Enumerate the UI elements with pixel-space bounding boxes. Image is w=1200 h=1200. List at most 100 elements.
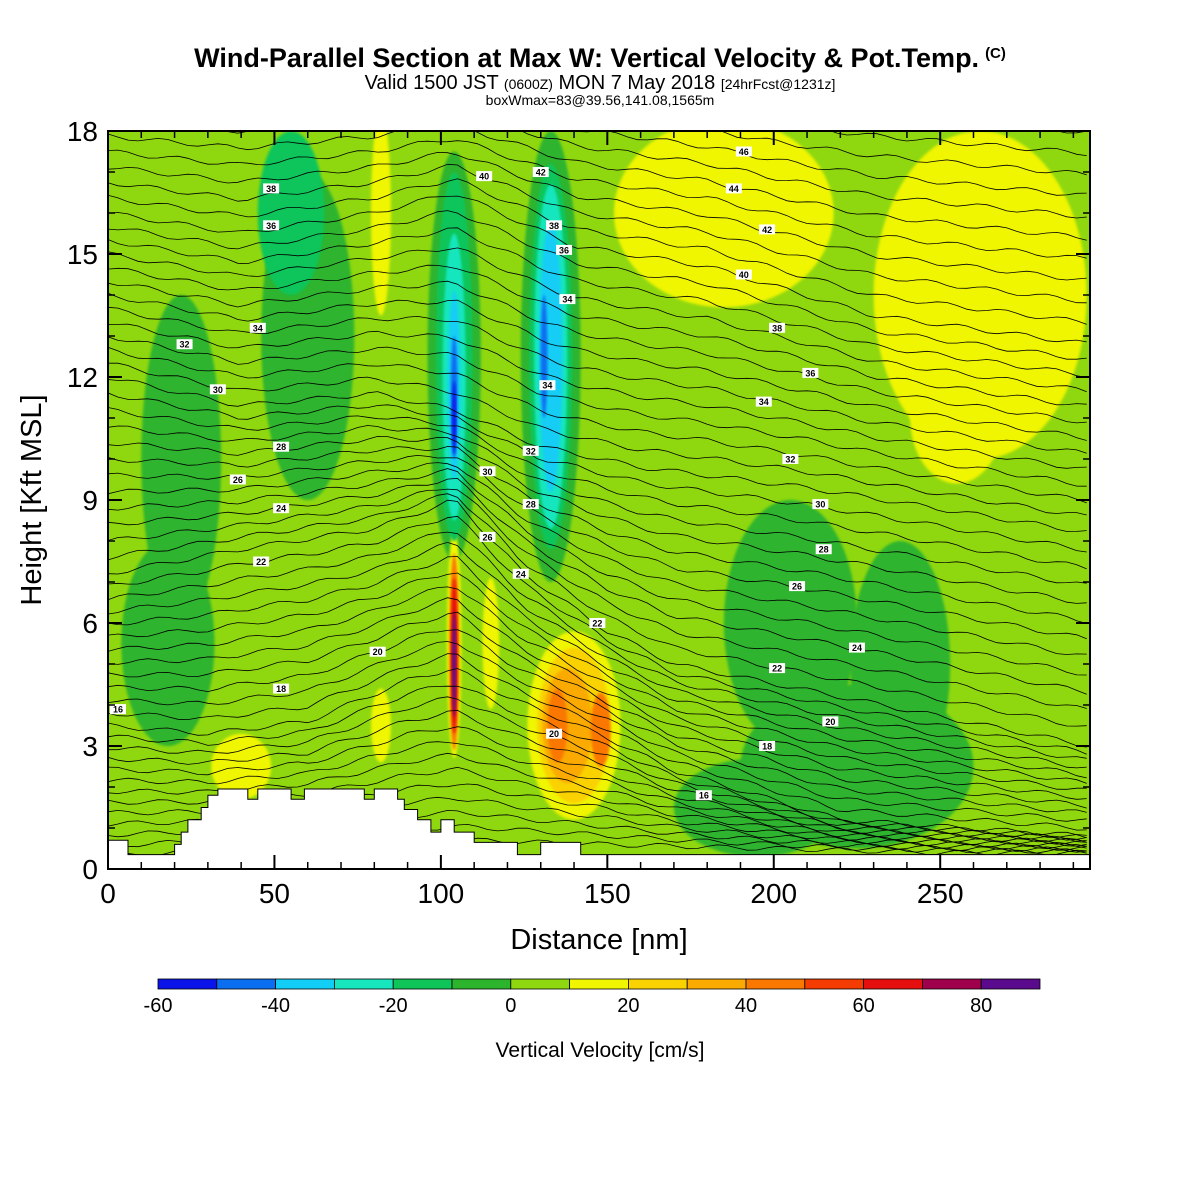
theta-label: 16 (109, 704, 126, 715)
colorbar-box (628, 978, 688, 990)
theta-label-bg (263, 183, 280, 194)
colorbar-box (157, 978, 218, 990)
x-tick-label: 250 (917, 878, 964, 909)
theta-label-text: 34 (759, 397, 769, 407)
isentrope-line (108, 41, 1087, 111)
isentrope-line (108, 477, 1087, 695)
theta-label-bg (815, 544, 832, 555)
theta-label-text: 30 (815, 500, 825, 510)
theta-label: 38 (263, 183, 280, 194)
theta-label: 34 (539, 380, 556, 391)
theta-label-text: 24 (852, 643, 862, 653)
theta-label-bg (176, 339, 193, 350)
theta-label: 36 (263, 220, 280, 231)
isentrope-line (108, 151, 1087, 281)
x-axis-label: Distance [nm] (510, 924, 687, 956)
theta-label-bg (476, 171, 493, 182)
velocity-cell (482, 577, 500, 710)
theta-label-text: 26 (792, 582, 802, 592)
colorbar-box (569, 978, 629, 990)
isentrope-line (108, 709, 1087, 843)
theta-label-text: 24 (516, 569, 526, 579)
theta-label-bg (755, 396, 772, 407)
theta-label: 40 (735, 269, 752, 280)
velocity-cell (547, 688, 568, 763)
colorbar-box (451, 978, 512, 990)
colorbar-box (216, 978, 277, 990)
velocity-cell (257, 131, 325, 295)
theta-label-text: 40 (739, 270, 749, 280)
potential-temperature-labels: 16 18 20 22 24 26 28 30 32 34 36 38 40 42 38 36 34 34 32 30… (109, 146, 865, 801)
theta-label-bg (253, 556, 270, 567)
theta-label-text: 34 (562, 295, 572, 305)
isentrope-line (108, 264, 1087, 406)
theta-label-text: 28 (819, 545, 829, 555)
theta-label-text: 16 (113, 705, 123, 715)
theta-label-bg (759, 741, 776, 751)
isentrope-line (108, 515, 1087, 755)
x-tick-label: 100 (418, 878, 465, 909)
theta-label: 34 (559, 294, 576, 305)
isentrope-line (108, 685, 1087, 838)
colorbar: -60 -40 -20 0 20 40 60 80 Vertical Velocity [cm/… (144, 978, 1041, 1062)
theta-label-bg (725, 183, 742, 194)
theta-label: 26 (789, 581, 806, 592)
potential-temperature-contours (108, 41, 1087, 858)
theta-label: 28 (815, 544, 832, 555)
isentrope-line (108, 611, 1087, 809)
theta-label: 22 (253, 556, 270, 567)
isentrope-line (108, 323, 1087, 469)
theta-label-bg (546, 728, 563, 739)
theta-label: 20 (822, 716, 839, 727)
theta-label: 46 (735, 146, 752, 157)
theta-label-bg (532, 167, 549, 177)
theta-label-bg (273, 503, 290, 514)
theta-label-bg (479, 466, 496, 477)
theta-label: 32 (782, 454, 799, 465)
theta-label: 18 (273, 683, 290, 694)
colorbar-tick-label: 40 (735, 995, 757, 1017)
velocity-cell (121, 541, 215, 746)
theta-label: 18 (759, 741, 776, 752)
theta-label-text: 38 (266, 184, 276, 194)
velocity-cell (211, 733, 272, 800)
isentrope-line (108, 541, 1087, 769)
colorbar-box (863, 978, 923, 990)
theta-label-text: 36 (266, 221, 276, 231)
isentrope-line (108, 531, 1087, 759)
isentrope-line (108, 425, 1087, 584)
isentrope-line (108, 280, 1087, 424)
theta-label-bg (589, 618, 606, 628)
isentrope-line (108, 556, 1087, 779)
theta-label-text: 18 (762, 742, 772, 752)
theta-label-bg (369, 646, 386, 657)
theta-label-bg (695, 790, 712, 801)
theta-label-text: 42 (762, 225, 772, 235)
theta-label-bg (512, 568, 529, 579)
theta-label-text: 30 (482, 467, 492, 477)
colorbar-tick-label: 80 (970, 995, 992, 1017)
theta-label-bg (479, 531, 496, 542)
theta-label-bg (559, 294, 576, 305)
theta-label-text: 40 (479, 172, 489, 182)
x-tick-label: 150 (584, 878, 631, 909)
title-mark: (C) (985, 45, 1006, 62)
isentrope-line (108, 407, 1087, 570)
velocity-cell (614, 131, 834, 308)
isentrope-line (108, 435, 1087, 604)
theta-label-bg (273, 441, 290, 452)
isentrope-line (108, 362, 1087, 516)
colorbar-box (686, 978, 747, 990)
valid-date: MON 7 May 2018 (558, 72, 716, 94)
theta-label-bg (848, 642, 865, 653)
terrain-mask (107, 788, 1091, 870)
x-tick-label: 0 (100, 878, 116, 909)
isentrope-line (108, 668, 1087, 839)
isentrope-line (108, 586, 1087, 790)
theta-label-text: 28 (526, 500, 536, 510)
theta-label: 16 (695, 790, 712, 801)
velocity-cell (370, 131, 391, 316)
isentrope-line (224, 131, 1087, 219)
theta-label-text: 46 (739, 147, 749, 157)
theta-label-text: 30 (213, 385, 223, 395)
